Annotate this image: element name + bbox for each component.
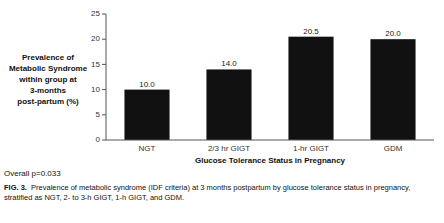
y-tick-label: 0 (96, 135, 101, 144)
background (0, 0, 444, 223)
data-labels: 10.0 14.0 20.5 20.0 (139, 27, 401, 89)
y-axis-label-line: within group at (18, 75, 77, 84)
y-tick (102, 14, 106, 15)
x-axis: NGT 2/3 hr GIGT 1-hr GIGT GDM (139, 144, 403, 153)
bars (124, 37, 415, 140)
y-tick-label: 5 (96, 110, 101, 119)
x-tick-label: GDM (384, 144, 403, 153)
y-axis-line (106, 14, 107, 140)
x-tick-label: NGT (139, 144, 156, 153)
x-axis-label: Glucose Tolerance Status in Pregnancy (195, 156, 346, 165)
y-axis-label-line: Metabolic Syndrome (9, 64, 88, 73)
y-axis-label-line: 3-months (30, 86, 67, 95)
y-axis-label: Prevalence of Metabolic Syndrome within gr… (9, 53, 88, 106)
x-tick-label: 1-hr GIGT (293, 144, 329, 153)
y-tick (102, 114, 106, 115)
y-tick (102, 39, 106, 40)
x-tick-label: 2/3 hr GIGT (208, 144, 250, 153)
data-label: 20.0 (385, 29, 401, 38)
chart-svg: 0 5 10 15 20 25 10.0 14.0 20.5 20.0 NGT 2/3 hr GIGT… (0, 0, 444, 223)
y-axis-label-line: post-partum (%) (17, 97, 79, 106)
annotation: Overall p=0.033 (4, 169, 61, 178)
caption: FIG. 3. Prevalence of metabolic syndrome… (4, 183, 410, 202)
data-label: 14.0 (221, 59, 237, 68)
y-tick-label: 10 (91, 85, 100, 94)
y-axis: 0 5 10 15 20 25 (91, 9, 106, 144)
caption-line: Prevalence of metabolic syndrome (IDF cr… (27, 183, 410, 192)
y-tick-label: 20 (91, 34, 100, 43)
caption-text: Prevalence of metabolic syndrome (IDF cr… (4, 183, 410, 202)
data-label: 10.0 (139, 80, 155, 89)
bar (124, 90, 169, 140)
data-label: 20.5 (303, 27, 319, 36)
y-axis-label-line: Prevalence of (22, 53, 74, 62)
caption-bold: FIG. 3. (4, 183, 27, 192)
y-tick (102, 89, 106, 90)
chart-container: 0 5 10 15 20 25 10.0 14.0 20.5 20.0 NGT 2/3 hr GIGT… (0, 0, 444, 223)
y-tick-label: 15 (91, 60, 100, 69)
bar (288, 37, 333, 140)
x-axis-line (106, 140, 434, 141)
bar (370, 39, 415, 140)
y-tick (102, 140, 106, 141)
y-tick (102, 64, 106, 65)
caption-line: stratified as NGT, 2- to 3-h GIGT, 1-h G… (4, 193, 184, 202)
y-tick-label: 25 (91, 9, 100, 18)
bar (206, 69, 251, 140)
